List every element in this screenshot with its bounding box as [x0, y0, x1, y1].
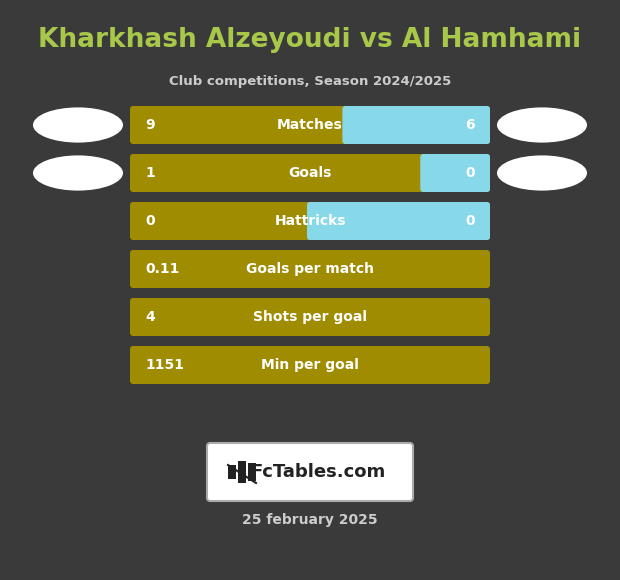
Ellipse shape	[497, 155, 587, 191]
Text: Kharkhash Alzeyoudi vs Al Hamhami: Kharkhash Alzeyoudi vs Al Hamhami	[38, 27, 582, 53]
Text: 0: 0	[466, 214, 475, 228]
Text: Club competitions, Season 2024/2025: Club competitions, Season 2024/2025	[169, 75, 451, 89]
Text: Min per goal: Min per goal	[261, 358, 359, 372]
Text: Shots per goal: Shots per goal	[253, 310, 367, 324]
Text: 4: 4	[145, 310, 155, 324]
Ellipse shape	[33, 107, 123, 143]
FancyBboxPatch shape	[130, 346, 490, 384]
Text: 25 february 2025: 25 february 2025	[242, 513, 378, 527]
Text: 6: 6	[466, 118, 475, 132]
Text: Goals: Goals	[288, 166, 332, 180]
Text: Matches: Matches	[277, 118, 343, 132]
Text: 1151: 1151	[145, 358, 184, 372]
FancyBboxPatch shape	[420, 154, 490, 192]
Ellipse shape	[497, 107, 587, 143]
FancyBboxPatch shape	[207, 443, 413, 501]
Bar	[345, 109, 353, 141]
Text: 1: 1	[145, 166, 155, 180]
FancyBboxPatch shape	[130, 202, 490, 240]
FancyBboxPatch shape	[307, 202, 490, 240]
Bar	[238, 461, 246, 483]
Text: FcTables.com: FcTables.com	[250, 463, 386, 481]
FancyBboxPatch shape	[130, 154, 490, 192]
Text: 0: 0	[145, 214, 154, 228]
FancyBboxPatch shape	[342, 106, 490, 144]
FancyBboxPatch shape	[130, 106, 490, 144]
Bar	[310, 205, 318, 237]
Bar	[248, 463, 256, 481]
Text: Goals per match: Goals per match	[246, 262, 374, 276]
Ellipse shape	[33, 155, 123, 191]
FancyBboxPatch shape	[130, 250, 490, 288]
Bar	[423, 157, 432, 189]
Text: 9: 9	[145, 118, 154, 132]
Bar	[228, 465, 236, 479]
FancyBboxPatch shape	[130, 298, 490, 336]
Text: 0: 0	[466, 166, 475, 180]
Text: 0.11: 0.11	[145, 262, 179, 276]
Text: Hattricks: Hattricks	[274, 214, 346, 228]
